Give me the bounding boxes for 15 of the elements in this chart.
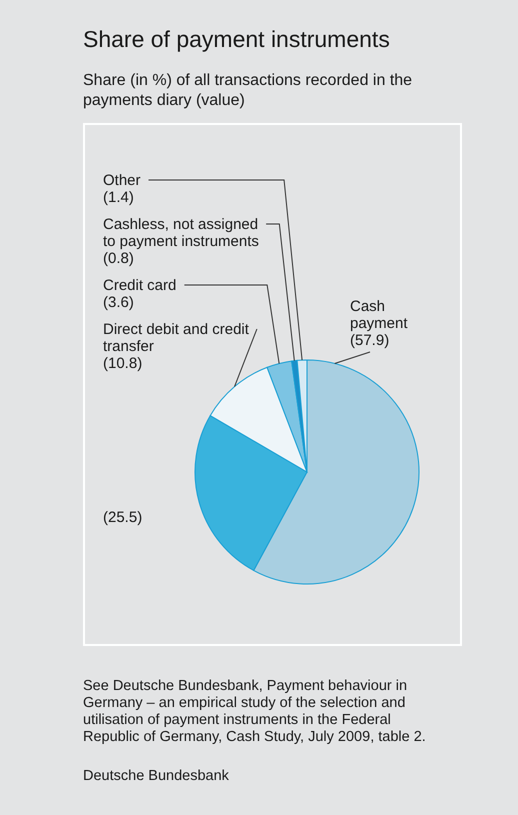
data-label: (10.8) — [103, 355, 142, 372]
slice-label: Cash payment — [350, 298, 408, 332]
slice-label: Other — [103, 172, 141, 189]
data-label: (3.6) — [103, 294, 134, 311]
slice-label: Cashless, not assigned to payment instruments — [103, 216, 259, 250]
chart-title: Share of payment instruments — [83, 26, 390, 52]
chart-subtitle: Share (in %) of all transactions recorded in the payments diary (value) — [83, 72, 412, 109]
data-label: (0.8) — [103, 250, 134, 267]
slice-label: Direct debit and credit transfer — [103, 321, 250, 355]
data-label: (25.5) — [103, 509, 142, 526]
data-label: (1.4) — [103, 189, 134, 206]
text: See Deutsche Bundesbank, Payment behaviour in Germany – an empirical study of the selection and utilisation of payment instruments in the Federal Republic of Germany, Cash Study, July 2009, table 2. — [83, 678, 426, 745]
slice-label: Credit card — [103, 277, 176, 294]
data-label: (57.9) — [350, 332, 390, 349]
text: Deutsche Bundesbank — [83, 768, 230, 784]
